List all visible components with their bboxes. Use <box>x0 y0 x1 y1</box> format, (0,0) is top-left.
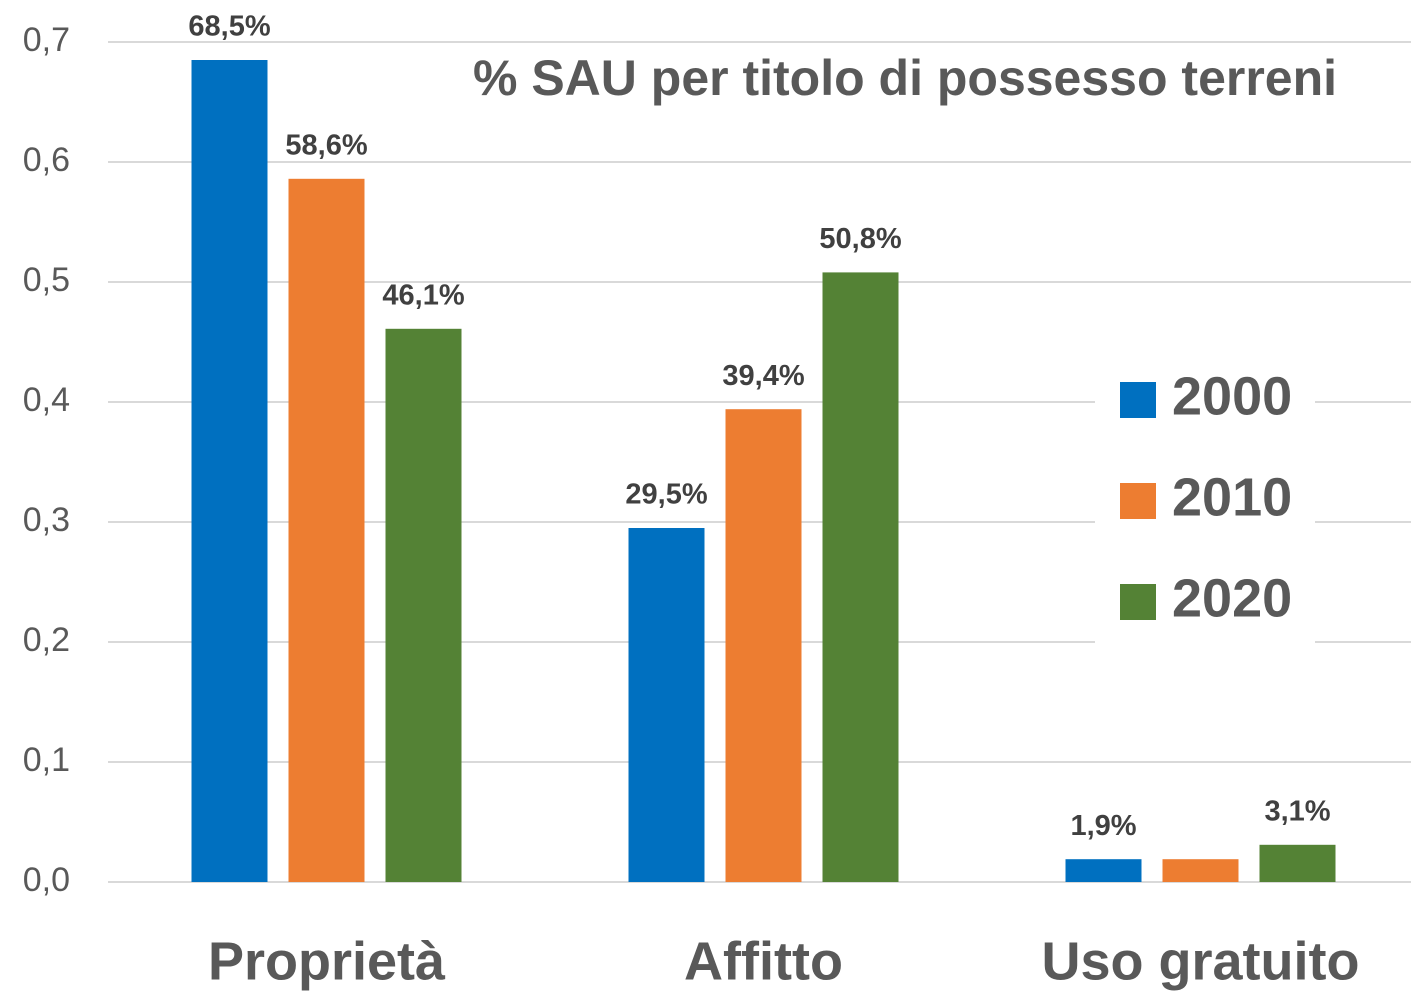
legend-swatch <box>1120 584 1156 620</box>
legend-label: 2010 <box>1172 467 1292 527</box>
data-label: 50,8% <box>819 223 901 255</box>
title-bg <box>430 50 1390 112</box>
data-label: 58,6% <box>285 129 367 161</box>
y-tick-label: 0,3 <box>23 501 70 539</box>
y-tick-label: 0,7 <box>23 21 70 59</box>
data-label: 3,1% <box>1264 795 1330 827</box>
legend-label: 2020 <box>1172 568 1292 628</box>
x-tick-label: Affitto <box>684 931 843 991</box>
bar <box>1162 859 1239 882</box>
data-label: 1,9% <box>1070 810 1136 842</box>
y-tick-label: 0,2 <box>23 621 70 659</box>
bar <box>822 272 899 882</box>
x-tick-label: Proprietà <box>208 931 446 991</box>
bar <box>385 328 462 882</box>
data-label: 39,4% <box>722 360 804 392</box>
data-label: 29,5% <box>625 479 707 511</box>
legend-swatch <box>1120 382 1156 418</box>
data-label: 46,1% <box>382 279 464 311</box>
legend-swatch <box>1120 483 1156 519</box>
bar <box>628 528 705 882</box>
bar <box>725 409 802 882</box>
bar <box>1065 859 1142 882</box>
bar <box>1259 844 1336 882</box>
x-tick-label: Uso gratuito <box>1042 931 1360 991</box>
y-tick-label: 0,1 <box>23 741 70 779</box>
bar <box>191 60 268 882</box>
y-tick-label: 0,6 <box>23 141 70 179</box>
bar <box>288 178 365 883</box>
y-tick-label: 0,5 <box>23 261 70 299</box>
legend-label: 2000 <box>1172 366 1292 426</box>
data-label: 68,5% <box>188 11 270 43</box>
y-tick-label: 0,0 <box>23 861 70 899</box>
chart-title: % SAU per titolo di possesso terreni <box>473 50 1337 106</box>
y-tick-label: 0,4 <box>23 381 70 419</box>
